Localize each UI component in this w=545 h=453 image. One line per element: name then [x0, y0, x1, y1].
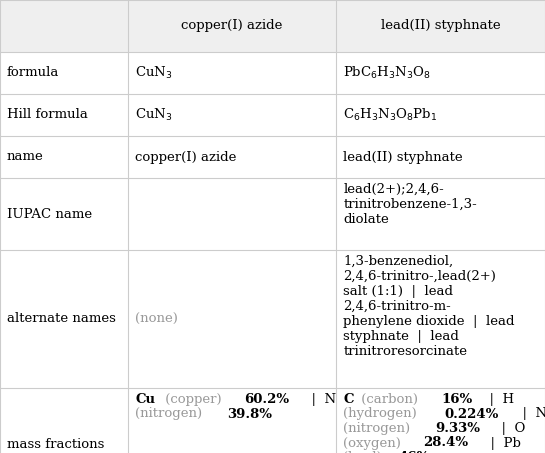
Text: copper(I) azide: copper(I) azide	[135, 150, 237, 164]
Text: |  H: | H	[481, 393, 514, 406]
Text: lead(II) styphnate: lead(II) styphnate	[381, 19, 500, 33]
Text: 9.33%: 9.33%	[435, 422, 480, 435]
Text: |  N: | N	[514, 408, 545, 420]
Text: (none): (none)	[135, 313, 178, 326]
Text: (hydrogen): (hydrogen)	[343, 408, 421, 420]
Text: (copper): (copper)	[161, 393, 226, 406]
Text: CuN$_3$: CuN$_3$	[135, 65, 173, 81]
Text: PbC$_6$H$_3$N$_3$O$_8$: PbC$_6$H$_3$N$_3$O$_8$	[343, 65, 431, 81]
Text: (nitrogen): (nitrogen)	[135, 408, 207, 420]
Text: alternate names: alternate names	[7, 313, 116, 326]
Text: 28.4%: 28.4%	[423, 437, 469, 449]
Text: Cu: Cu	[135, 393, 155, 406]
Text: lead(II) styphnate: lead(II) styphnate	[343, 150, 463, 164]
Text: Hill formula: Hill formula	[7, 109, 88, 121]
Text: |  N: | N	[303, 393, 336, 406]
Text: (carbon): (carbon)	[357, 393, 422, 406]
Text: (nitrogen): (nitrogen)	[343, 422, 415, 435]
Text: |  O: | O	[493, 422, 526, 435]
Text: IUPAC name: IUPAC name	[7, 207, 92, 221]
Text: (oxygen): (oxygen)	[343, 437, 405, 449]
Bar	[0, 0, 545, 52]
Text: mass fractions: mass fractions	[7, 438, 105, 451]
Text: copper(I) azide: copper(I) azide	[181, 19, 283, 33]
Text: |  Pb: | Pb	[482, 437, 520, 449]
Text: 60.2%: 60.2%	[245, 393, 290, 406]
Text: lead(2+);2,4,6-
trinitrobenzene-1,3-
diolate: lead(2+);2,4,6- trinitrobenzene-1,3- dio…	[343, 183, 477, 226]
Text: C: C	[343, 393, 354, 406]
Text: name: name	[7, 150, 44, 164]
Text: formula: formula	[7, 67, 59, 79]
Text: 0.224%: 0.224%	[444, 408, 498, 420]
Text: (lead): (lead)	[343, 451, 386, 453]
Text: 46%: 46%	[399, 451, 430, 453]
Text: CuN$_3$: CuN$_3$	[135, 107, 173, 123]
Text: 16%: 16%	[441, 393, 473, 406]
Text: 39.8%: 39.8%	[227, 408, 272, 420]
Text: 1,3-benzenediol,
2,4,6-trinitro-,lead(2+)
salt (1:1)  |  lead
2,4,6-trinitro-m-
: 1,3-benzenediol, 2,4,6-trinitro-,lead(2+…	[343, 255, 515, 358]
Text: C$_6$H$_3$N$_3$O$_8$Pb$_1$: C$_6$H$_3$N$_3$O$_8$Pb$_1$	[343, 107, 438, 123]
